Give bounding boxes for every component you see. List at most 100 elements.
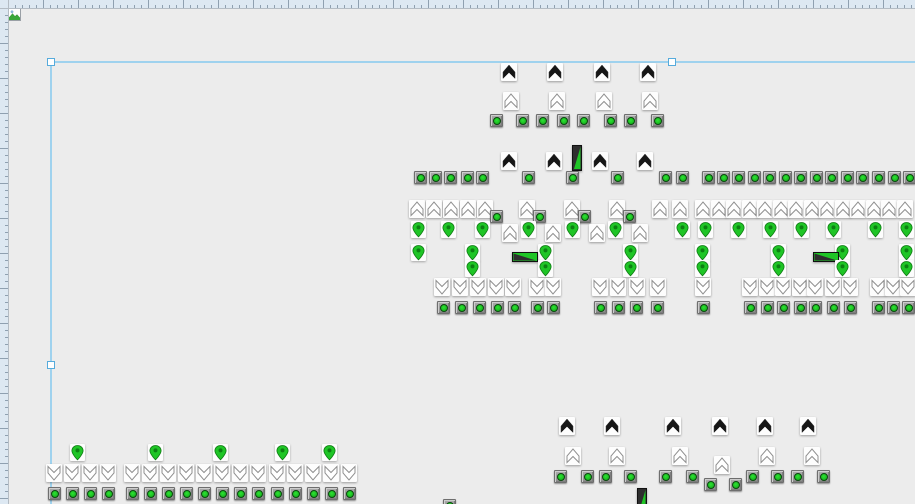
- sprite-white-chevron-down-icon[interactable]: [214, 464, 230, 482]
- sprite-green-dot-icon[interactable]: [794, 301, 807, 314]
- sprite-lever-vertical-icon[interactable]: [637, 488, 647, 504]
- sprite-white-chevron-down-icon[interactable]: [742, 278, 758, 296]
- sprite-green-dot-icon[interactable]: [473, 301, 486, 314]
- sprite-black-chevron-up-icon[interactable]: [665, 417, 681, 435]
- sprite-green-dot-icon[interactable]: [234, 487, 247, 500]
- sprite-green-dot-icon[interactable]: [536, 114, 549, 127]
- sprite-white-chevron-down-icon[interactable]: [650, 278, 666, 296]
- sprite-green-dot-icon[interactable]: [594, 301, 607, 314]
- sprite-white-chevron-up-icon[interactable]: [759, 447, 775, 465]
- sprite-white-chevron-down-icon[interactable]: [64, 464, 80, 482]
- sprite-white-chevron-down-icon[interactable]: [178, 464, 194, 482]
- sprite-white-chevron-down-icon[interactable]: [825, 278, 841, 296]
- sprite-green-dot-icon[interactable]: [577, 114, 590, 127]
- sprite-lever-horizontal-icon[interactable]: [813, 252, 839, 262]
- sprite-white-chevron-up-icon[interactable]: [835, 200, 851, 218]
- sprite-green-dot-icon[interactable]: [779, 171, 792, 184]
- sprite-black-chevron-up-icon[interactable]: [800, 417, 816, 435]
- sprite-white-chevron-up-icon[interactable]: [773, 200, 789, 218]
- sprite-white-chevron-down-icon[interactable]: [505, 278, 521, 296]
- sprite-white-chevron-up-icon[interactable]: [477, 200, 493, 218]
- sprite-white-chevron-up-icon[interactable]: [642, 92, 658, 110]
- sprite-white-chevron-down-icon[interactable]: [900, 278, 915, 296]
- sprite-pin-icon[interactable]: [565, 221, 580, 238]
- sprite-green-dot-icon[interactable]: [856, 171, 869, 184]
- sprite-green-dot-icon[interactable]: [817, 470, 830, 483]
- sprite-green-dot-icon[interactable]: [872, 171, 885, 184]
- sprite-green-dot-icon[interactable]: [48, 487, 61, 500]
- sprite-green-dot-icon[interactable]: [791, 470, 804, 483]
- sprite-white-chevron-down-icon[interactable]: [232, 464, 248, 482]
- sprite-white-chevron-up-icon[interactable]: [726, 200, 742, 218]
- sprite-green-dot-icon[interactable]: [844, 301, 857, 314]
- sprite-green-dot-icon[interactable]: [827, 301, 840, 314]
- sprite-pin-icon[interactable]: [538, 260, 553, 277]
- sprite-green-dot-icon[interactable]: [554, 470, 567, 483]
- sprite-pin-icon[interactable]: [623, 244, 638, 261]
- sprite-white-chevron-down-icon[interactable]: [792, 278, 808, 296]
- sprite-black-chevron-up-icon[interactable]: [592, 152, 608, 170]
- sprite-white-chevron-up-icon[interactable]: [632, 224, 648, 242]
- sprite-green-dot-icon[interactable]: [761, 301, 774, 314]
- sprite-white-chevron-down-icon[interactable]: [323, 464, 339, 482]
- sprite-green-dot-icon[interactable]: [623, 210, 636, 223]
- sprite-green-dot-icon[interactable]: [744, 301, 757, 314]
- sprite-white-chevron-up-icon[interactable]: [502, 224, 518, 242]
- sprite-green-dot-icon[interactable]: [599, 470, 612, 483]
- sprite-white-chevron-down-icon[interactable]: [545, 278, 561, 296]
- sprite-green-dot-icon[interactable]: [604, 114, 617, 127]
- sprite-white-chevron-down-icon[interactable]: [341, 464, 357, 482]
- sprite-green-dot-icon[interactable]: [414, 171, 427, 184]
- sprite-white-chevron-up-icon[interactable]: [549, 92, 565, 110]
- sprite-green-dot-icon[interactable]: [252, 487, 265, 500]
- sprite-pin-icon[interactable]: [731, 221, 746, 238]
- sprite-white-chevron-down-icon[interactable]: [610, 278, 626, 296]
- sprite-green-dot-icon[interactable]: [325, 487, 338, 500]
- sprite-green-dot-icon[interactable]: [746, 470, 759, 483]
- sprite-pin-icon[interactable]: [826, 221, 841, 238]
- sprite-green-dot-icon[interactable]: [810, 171, 823, 184]
- sprite-green-dot-icon[interactable]: [676, 171, 689, 184]
- sprite-green-dot-icon[interactable]: [902, 301, 915, 314]
- sprite-black-chevron-up-icon[interactable]: [640, 63, 656, 81]
- sprite-white-chevron-down-icon[interactable]: [470, 278, 486, 296]
- sprite-white-chevron-up-icon[interactable]: [609, 200, 625, 218]
- sprite-pin-icon[interactable]: [695, 244, 710, 261]
- sprite-white-chevron-up-icon[interactable]: [742, 200, 758, 218]
- sprite-green-dot-icon[interactable]: [531, 301, 544, 314]
- sprite-pin-icon[interactable]: [465, 244, 480, 261]
- sprite-green-dot-icon[interactable]: [732, 171, 745, 184]
- sprite-green-dot-icon[interactable]: [612, 301, 625, 314]
- sprite-white-chevron-down-icon[interactable]: [305, 464, 321, 482]
- sprite-white-chevron-down-icon[interactable]: [269, 464, 285, 482]
- sprite-white-chevron-up-icon[interactable]: [695, 200, 711, 218]
- sprite-pin-icon[interactable]: [441, 221, 456, 238]
- sprite-green-dot-icon[interactable]: [903, 171, 915, 184]
- sprite-pin-icon[interactable]: [763, 221, 778, 238]
- sprite-pin-icon[interactable]: [868, 221, 883, 238]
- sprite-pin-icon[interactable]: [411, 221, 426, 238]
- sprite-white-chevron-down-icon[interactable]: [775, 278, 791, 296]
- sprite-green-dot-icon[interactable]: [307, 487, 320, 500]
- sprite-white-chevron-down-icon[interactable]: [807, 278, 823, 296]
- sprite-white-chevron-up-icon[interactable]: [672, 200, 688, 218]
- selection-handle-top-mid[interactable]: [667, 57, 676, 66]
- sprite-pin-icon[interactable]: [608, 221, 623, 238]
- sprite-green-dot-icon[interactable]: [872, 301, 885, 314]
- sprite-pin-icon[interactable]: [475, 221, 490, 238]
- sprite-green-dot-icon[interactable]: [794, 171, 807, 184]
- sprite-pin-icon[interactable]: [538, 244, 553, 261]
- sprite-pin-icon[interactable]: [771, 260, 786, 277]
- sprite-green-dot-icon[interactable]: [771, 470, 784, 483]
- sprite-green-dot-icon[interactable]: [533, 210, 546, 223]
- sprite-green-dot-icon[interactable]: [343, 487, 356, 500]
- selection-handle-top-left[interactable]: [46, 57, 55, 66]
- sprite-green-dot-icon[interactable]: [697, 301, 710, 314]
- sprite-white-chevron-down-icon[interactable]: [46, 464, 62, 482]
- sprite-green-dot-icon[interactable]: [490, 114, 503, 127]
- sprite-green-dot-icon[interactable]: [659, 470, 672, 483]
- sprite-green-dot-icon[interactable]: [887, 301, 900, 314]
- sprite-white-chevron-down-icon[interactable]: [759, 278, 775, 296]
- sprite-green-dot-icon[interactable]: [437, 301, 450, 314]
- sprite-green-dot-icon[interactable]: [717, 171, 730, 184]
